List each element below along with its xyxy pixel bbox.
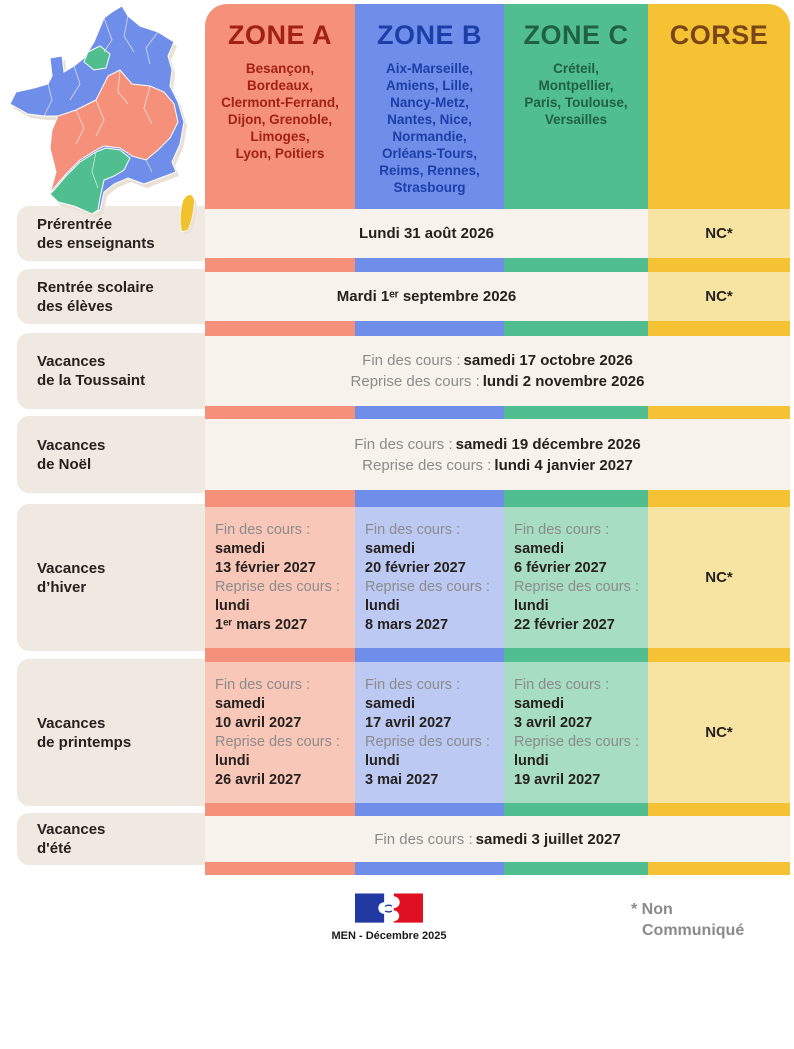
- reprise-label: Reprise des cours :: [365, 578, 490, 595]
- fin-label: Fin des cours :: [215, 676, 311, 693]
- printemps-zone-c-cell: Fin des cours : samedi 3 avril 2027 Repr…: [504, 662, 648, 803]
- noel-reprise-date: lundi 4 janvier 2027: [494, 456, 633, 474]
- fin-label: Fin des cours :: [354, 435, 453, 453]
- hiver-zone-c-cell: Fin des cours : samedi 6 février 2027 Re…: [504, 507, 648, 648]
- hiver-b-fin-date: samedi 20 février 2027: [365, 540, 466, 576]
- row-label-toussaint: Vacances de la Toussaint: [17, 333, 205, 409]
- zone-a-title: ZONE A: [228, 20, 332, 50]
- fin-label: Fin des cours :: [365, 521, 461, 538]
- zone-c-academies: Créteil, Montpellier, Paris, Toulouse, V…: [524, 61, 628, 127]
- zone-c-title: ZONE C: [523, 20, 629, 50]
- row-label-text: Prérentrée des enseignants: [37, 215, 155, 252]
- rentree-corse-cell: NC*: [648, 272, 790, 321]
- zone-a-header: ZONE A Besançon, Bordeaux, Clermont-Ferr…: [205, 4, 355, 203]
- french-republic-logo: [355, 893, 423, 923]
- prerentree-date: Lundi 31 août 2026: [358, 225, 495, 242]
- fin-label: Fin des cours :: [215, 521, 311, 538]
- zone-a-academies: Besançon, Bordeaux, Clermont-Ferrand, Di…: [221, 61, 339, 161]
- prerentree-corse-cell: NC*: [648, 209, 790, 258]
- toussaint-fin-date: samedi 17 octobre 2026: [463, 352, 633, 369]
- hiver-corse-cell: NC*: [648, 507, 790, 648]
- reprise-label: Reprise des cours :: [215, 733, 340, 750]
- fin-label: Fin des cours :: [365, 676, 461, 693]
- hiver-c-reprise-date: lundi 22 février 2027: [514, 597, 615, 633]
- ete-fin-date: samedi 3 juillet 2027: [475, 830, 621, 848]
- nc-badge: NC*: [705, 288, 733, 305]
- fin-label: Fin des cours :: [514, 676, 610, 693]
- row-label-noel: Vacances de Noël: [17, 416, 205, 493]
- noel-dates-cell: Fin des cours : samedi 19 décembre 2026 R…: [205, 419, 790, 490]
- reprise-label: Reprise des cours :: [365, 733, 490, 750]
- hiver-zone-b-cell: Fin des cours : samedi 20 février 2027 R…: [355, 507, 504, 648]
- zone-c-header: ZONE C Créteil, Montpellier, Paris, Toul…: [504, 4, 648, 203]
- printemps-zone-b-cell: Fin des cours : samedi 17 avril 2027 Rep…: [355, 662, 504, 803]
- noel-fin-date: samedi 19 décembre 2026: [455, 435, 641, 453]
- row-label-text: Vacances de printemps: [37, 714, 132, 751]
- corse-title: CORSE: [669, 20, 769, 50]
- reprise-label: Reprise des cours :: [362, 456, 492, 474]
- nc-badge: NC*: [705, 225, 733, 242]
- row-label-text: Vacances de la Toussaint: [37, 353, 146, 389]
- ete-dates-cell: Fin des cours : samedi 3 juillet 2027: [205, 816, 790, 862]
- fin-label: Fin des cours :: [514, 521, 610, 538]
- printemps-c-fin-date: samedi 3 avril 2027: [514, 695, 593, 731]
- hiver-b-reprise-date: lundi 8 mars 2027: [365, 597, 449, 633]
- printemps-c-reprise-date: lundi 19 avril 2027: [514, 752, 601, 788]
- printemps-zone-a-cell: Fin des cours : samedi 10 avril 2027 Rep…: [205, 662, 355, 803]
- printemps-corse-cell: NC*: [648, 662, 790, 803]
- hiver-c-fin-date: samedi 6 février 2027: [514, 540, 607, 576]
- hiver-zone-a-cell: Fin des cours : samedi 13 février 2027 R…: [205, 507, 355, 648]
- row-label-text: Vacances d’hiver: [37, 559, 106, 596]
- printemps-a-reprise-date: lundi 26 avril 2027: [215, 752, 302, 788]
- toussaint-reprise-date: lundi 2 novembre 2026: [482, 373, 645, 390]
- nc-footnote: * Non Communiqué: [631, 899, 744, 941]
- printemps-b-reprise-date: lundi 3 mai 2027: [365, 752, 439, 788]
- nc-badge: NC*: [705, 724, 733, 741]
- france-zones-map-icon: [9, 5, 197, 235]
- nc-badge: NC*: [705, 569, 733, 586]
- row-label-hiver: Vacances d’hiver: [17, 504, 205, 651]
- reprise-label: Reprise des cours :: [350, 373, 480, 390]
- printemps-a-fin-date: samedi 10 avril 2027: [215, 695, 302, 731]
- row-label-text: Vacances d'été: [37, 821, 106, 857]
- row-label-printemps: Vacances de printemps: [17, 659, 205, 806]
- row-label-prerentree: Prérentrée des enseignants: [17, 206, 205, 261]
- toussaint-dates-cell: Fin des cours : samedi 17 octobre 2026 Re…: [205, 336, 790, 406]
- row-label-text: Rentrée scolaire des élèves: [37, 278, 154, 315]
- fin-label: Fin des cours :: [362, 352, 461, 369]
- zone-b-title: ZONE B: [376, 20, 482, 50]
- corse-header: CORSE: [648, 4, 790, 203]
- hiver-a-reprise-date: lundi 1ᵉʳ mars 2027: [215, 597, 308, 633]
- nc-footnote-line1: * Non: [631, 901, 673, 918]
- zone-b-header: ZONE B Aix-Marseille, Amiens, Lille, Nan…: [355, 4, 504, 203]
- rentree-date: Mardi 1ᵉʳ septembre 2026: [336, 288, 517, 305]
- prerentree-date-cell: Lundi 31 août 2026: [205, 209, 648, 258]
- fin-label: Fin des cours :: [374, 830, 473, 848]
- logo-caption: MEN - Décembre 2025: [331, 930, 447, 942]
- row-label-rentree: Rentrée scolaire des élèves: [17, 269, 205, 324]
- reprise-label: Reprise des cours :: [514, 578, 639, 595]
- reprise-label: Reprise des cours :: [215, 578, 340, 595]
- row-label-text: Vacances de Noël: [37, 436, 106, 473]
- nc-footnote-line2: Communiqué: [642, 922, 745, 939]
- reprise-label: Reprise des cours :: [514, 733, 639, 750]
- rentree-date-cell: Mardi 1ᵉʳ septembre 2026: [205, 272, 648, 321]
- printemps-b-fin-date: samedi 17 avril 2027: [365, 695, 452, 731]
- hiver-a-fin-date: samedi 13 février 2027: [215, 540, 316, 576]
- row-label-ete: Vacances d'été: [17, 813, 205, 865]
- zone-b-academies: Aix-Marseille, Amiens, Lille, Nancy-Metz…: [379, 61, 480, 195]
